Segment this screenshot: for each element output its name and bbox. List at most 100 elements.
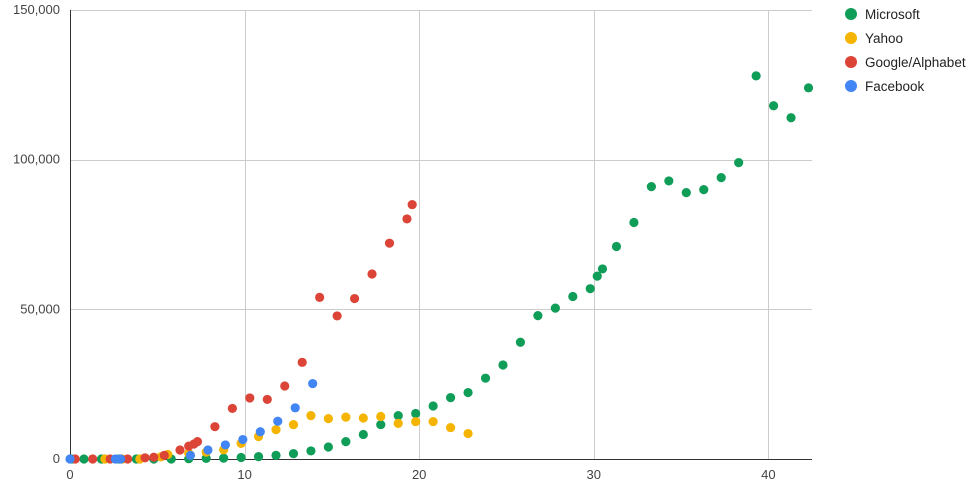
legend-item-facebook[interactable]: Facebook [845, 74, 966, 98]
point-microsoft[interactable] [253, 452, 264, 462]
point-microsoft[interactable] [480, 373, 491, 383]
point-google-alphabet[interactable] [88, 454, 98, 464]
point-microsoft[interactable] [803, 83, 814, 93]
point-microsoft[interactable] [533, 311, 543, 321]
point-microsoft[interactable] [568, 291, 578, 302]
grid-lines [70, 10, 812, 459]
point-microsoft[interactable] [271, 450, 281, 461]
point-google-alphabet[interactable] [245, 393, 255, 403]
point-google-alphabet[interactable] [367, 269, 377, 279]
point-google-alphabet[interactable] [384, 238, 395, 248]
point-facebook[interactable] [290, 403, 300, 413]
tick-labels: 0 50,000 100,000 150,000 0 10 20 30 40 [13, 2, 776, 482]
point-microsoft[interactable] [219, 453, 229, 463]
point-yahoo[interactable] [393, 418, 403, 428]
point-google-alphabet[interactable] [159, 450, 169, 461]
point-facebook[interactable] [185, 450, 196, 461]
legend-label-facebook: Facebook [865, 78, 925, 94]
point-microsoft[interactable] [515, 337, 526, 347]
legend-marker-google-alphabet [845, 56, 857, 68]
point-facebook[interactable] [116, 454, 126, 464]
point-microsoft[interactable] [699, 185, 709, 195]
point-microsoft[interactable] [664, 176, 674, 186]
x-tick-label: 10 [237, 467, 251, 482]
point-facebook[interactable] [203, 445, 213, 455]
point-google-alphabet[interactable] [315, 292, 325, 302]
legend-marker-facebook [845, 80, 857, 92]
point-microsoft[interactable] [597, 264, 608, 274]
point-yahoo[interactable] [288, 419, 299, 430]
point-facebook[interactable] [65, 454, 75, 464]
point-microsoft[interactable] [376, 419, 386, 430]
legend-item-google-alphabet[interactable]: Google/Alphabet [845, 50, 966, 74]
point-yahoo[interactable] [376, 411, 386, 422]
point-google-alphabet[interactable] [297, 357, 307, 367]
point-yahoo[interactable] [323, 413, 333, 424]
point-microsoft[interactable] [323, 442, 333, 452]
point-google-alphabet[interactable] [149, 452, 159, 462]
point-microsoft[interactable] [681, 187, 691, 198]
y-tick-label: 0 [53, 451, 60, 466]
series-google-alphabet [70, 199, 417, 464]
point-microsoft[interactable] [629, 217, 639, 228]
point-google-alphabet[interactable] [140, 453, 150, 463]
series-facebook [65, 378, 318, 464]
point-yahoo[interactable] [306, 410, 316, 421]
point-facebook[interactable] [273, 416, 283, 426]
point-microsoft[interactable] [411, 408, 421, 419]
point-google-alphabet[interactable] [227, 403, 237, 414]
point-microsoft[interactable] [768, 101, 779, 111]
point-microsoft[interactable] [734, 158, 744, 168]
point-yahoo[interactable] [446, 422, 456, 433]
point-microsoft[interactable] [592, 271, 602, 281]
legend: Microsoft Yahoo Google/Alphabet Facebook [845, 2, 966, 98]
point-yahoo[interactable] [428, 416, 438, 427]
y-tick-label: 150,000 [13, 2, 60, 17]
point-microsoft[interactable] [79, 454, 89, 464]
point-microsoft[interactable] [341, 437, 351, 447]
legend-item-yahoo[interactable]: Yahoo [845, 26, 966, 50]
point-google-alphabet[interactable] [349, 293, 360, 304]
point-facebook[interactable] [220, 440, 230, 450]
series-microsoft [67, 71, 814, 464]
x-tick-label: 0 [66, 467, 73, 482]
point-facebook[interactable] [255, 427, 265, 437]
point-yahoo[interactable] [463, 428, 473, 439]
point-microsoft[interactable] [393, 410, 403, 421]
point-yahoo[interactable] [411, 416, 421, 427]
legend-item-microsoft[interactable]: Microsoft [845, 2, 966, 26]
axes [70, 10, 812, 460]
point-yahoo[interactable] [271, 425, 281, 435]
point-microsoft[interactable] [236, 452, 246, 463]
point-google-alphabet[interactable] [407, 199, 417, 210]
point-google-alphabet[interactable] [402, 214, 412, 224]
point-microsoft[interactable] [646, 182, 656, 192]
point-google-alphabet[interactable] [210, 422, 220, 432]
point-microsoft[interactable] [463, 387, 473, 398]
point-microsoft[interactable] [306, 446, 316, 456]
point-microsoft[interactable] [498, 360, 508, 370]
point-microsoft[interactable] [428, 401, 438, 411]
point-microsoft[interactable] [550, 303, 560, 313]
point-google-alphabet[interactable] [280, 381, 290, 391]
point-yahoo[interactable] [358, 413, 368, 423]
point-microsoft[interactable] [585, 284, 595, 294]
point-yahoo[interactable] [341, 412, 351, 422]
point-microsoft[interactable] [611, 241, 622, 252]
point-microsoft[interactable] [786, 113, 796, 123]
point-google-alphabet[interactable] [332, 311, 342, 321]
point-google-alphabet[interactable] [123, 454, 133, 464]
point-facebook[interactable] [238, 434, 248, 445]
point-microsoft[interactable] [446, 393, 456, 403]
point-facebook[interactable] [308, 378, 318, 389]
point-microsoft[interactable] [751, 71, 761, 81]
point-microsoft[interactable] [288, 449, 299, 459]
legend-label-google-alphabet: Google/Alphabet [865, 54, 966, 70]
point-google-alphabet[interactable] [175, 445, 185, 455]
point-google-alphabet[interactable] [192, 437, 203, 447]
point-microsoft[interactable] [716, 173, 726, 183]
point-microsoft[interactable] [358, 429, 368, 440]
point-microsoft[interactable] [201, 453, 211, 464]
point-google-alphabet[interactable] [262, 394, 272, 405]
